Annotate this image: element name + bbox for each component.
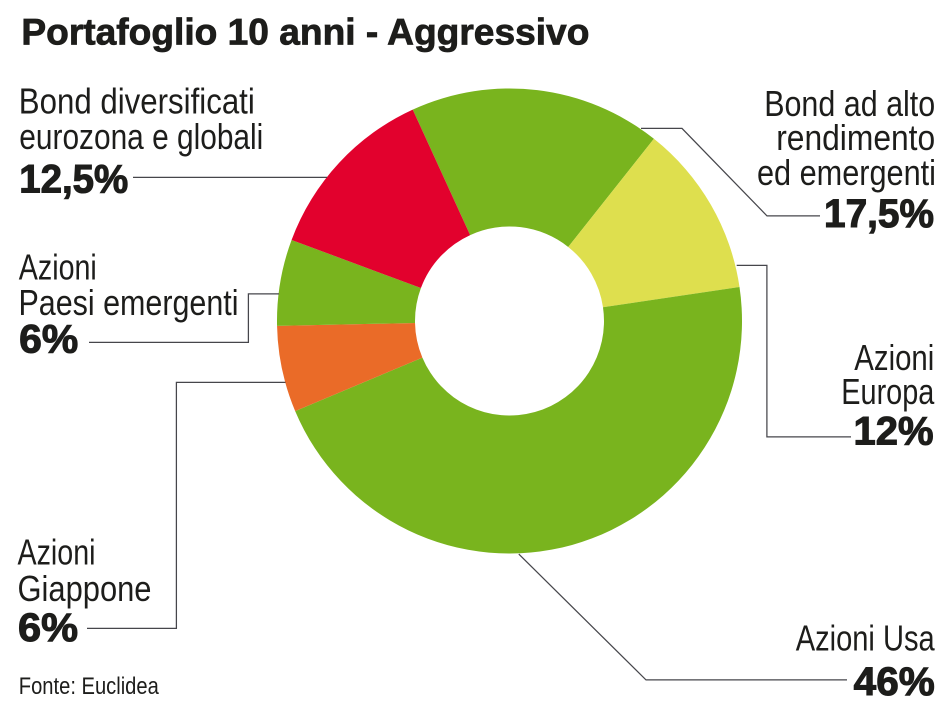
svg-text:Fonte: Euclidea: Fonte: Euclidea xyxy=(19,673,160,700)
svg-text:12%: 12% xyxy=(854,410,934,454)
svg-text:Azioni: Azioni xyxy=(18,532,96,573)
svg-text:Azioni Usa: Azioni Usa xyxy=(796,618,936,659)
svg-text:eurozona e globali: eurozona e globali xyxy=(19,116,263,157)
svg-text:Giappone: Giappone xyxy=(18,568,152,609)
svg-text:Europa: Europa xyxy=(841,371,935,412)
svg-text:rendimento: rendimento xyxy=(776,117,935,158)
svg-text:46%: 46% xyxy=(854,660,935,704)
svg-text:Azioni: Azioni xyxy=(19,247,97,288)
svg-text:12,5%: 12,5% xyxy=(19,157,128,201)
svg-text:Azioni: Azioni xyxy=(854,337,934,378)
svg-text:Bond ad alto: Bond ad alto xyxy=(764,83,935,124)
svg-text:Bond diversificati: Bond diversificati xyxy=(19,81,255,122)
svg-text:Portafoglio 10 anni - Aggressi: Portafoglio 10 anni - Aggressivo xyxy=(21,11,589,53)
svg-text:17,5%: 17,5% xyxy=(824,192,934,236)
svg-text:Paesi emergenti: Paesi emergenti xyxy=(19,282,239,323)
svg-text:6%: 6% xyxy=(18,606,78,650)
svg-text:6%: 6% xyxy=(19,318,78,362)
svg-text:ed emergenti: ed emergenti xyxy=(757,152,936,193)
